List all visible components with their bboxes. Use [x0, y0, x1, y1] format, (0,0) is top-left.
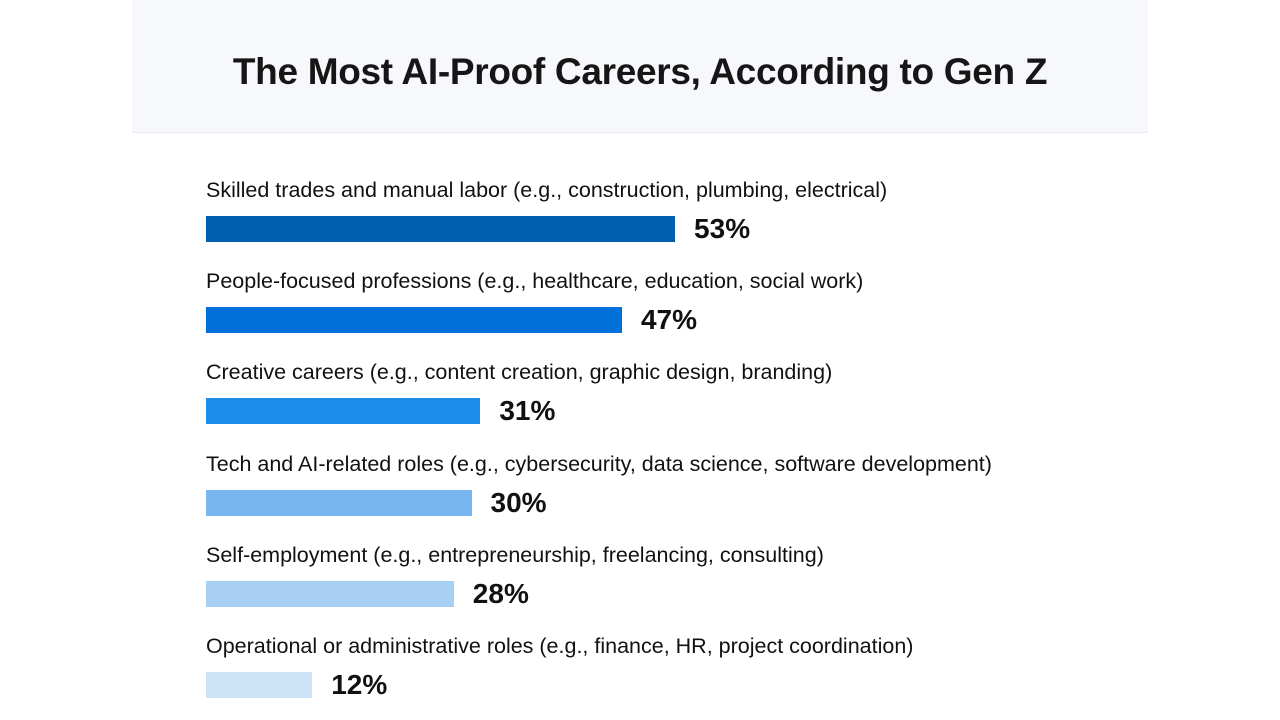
- category-label: Operational or administrative roles (e.g…: [206, 634, 914, 658]
- chart-header: The Most AI-Proof Careers, According to …: [132, 0, 1148, 133]
- category-label: Skilled trades and manual labor (e.g., c…: [206, 178, 888, 202]
- bar-value-label: 12%: [331, 669, 388, 700]
- bar: [206, 489, 472, 516]
- chart-card: The Most AI-Proof Careers, According to …: [132, 0, 1148, 720]
- category-label: People-focused professions (e.g., health…: [206, 269, 864, 294]
- bar: [206, 307, 622, 334]
- bar-value-label: 31%: [499, 395, 556, 427]
- bar: [206, 216, 676, 242]
- bar: [206, 580, 454, 607]
- category-label: Self-employment (e.g., entrepreneurship,…: [206, 542, 824, 567]
- bar: [206, 672, 313, 698]
- bar-value-label: 30%: [490, 486, 547, 518]
- bar-value-label: 28%: [472, 577, 529, 609]
- chart-title: The Most AI-Proof Careers, According to …: [232, 51, 1048, 92]
- category-label: Creative careers (e.g., content creation…: [206, 360, 833, 385]
- category-label: Tech and AI-related roles (e.g., cyberse…: [206, 451, 992, 476]
- bar: [206, 398, 481, 425]
- bar-value-label: 53%: [694, 213, 751, 244]
- bar-value-label: 47%: [640, 304, 697, 336]
